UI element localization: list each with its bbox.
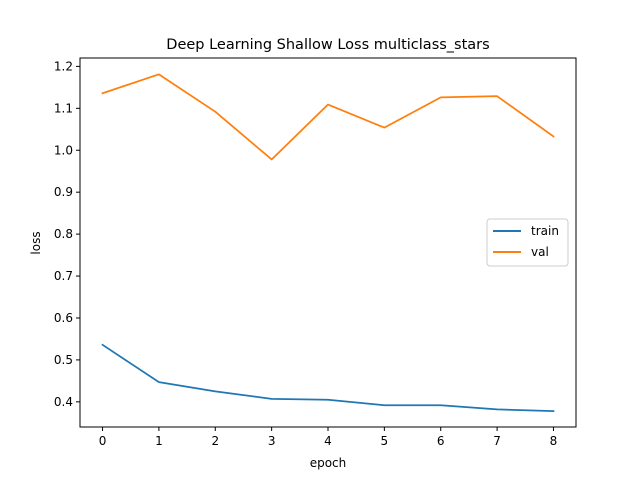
x-tick-label: 5 xyxy=(381,434,389,448)
x-tick-label: 3 xyxy=(268,434,276,448)
legend-label-train: train xyxy=(531,224,559,238)
x-axis-label: epoch xyxy=(310,456,347,470)
y-tick-label: 1.2 xyxy=(54,59,73,73)
x-tick-label: 0 xyxy=(99,434,107,448)
x-tick-label: 2 xyxy=(211,434,219,448)
y-tick-label: 1.0 xyxy=(54,143,73,157)
y-tick-label: 0.5 xyxy=(54,353,73,367)
x-tick-label: 1 xyxy=(155,434,163,448)
y-tick-label: 0.9 xyxy=(54,185,73,199)
chart-title: Deep Learning Shallow Loss multiclass_st… xyxy=(166,37,489,53)
y-tick-label: 0.6 xyxy=(54,311,73,325)
plot-area xyxy=(101,73,555,412)
x-tick-label: 6 xyxy=(437,434,445,448)
x-tick-label: 7 xyxy=(493,434,501,448)
legend: train val xyxy=(486,218,569,267)
y-tick-label: 0.8 xyxy=(54,227,73,241)
y-tick-label: 1.1 xyxy=(54,101,73,115)
y-axis-ticks: 0.4 0.5 0.6 0.7 0.8 0.9 1.0 1.1 1.2 xyxy=(54,59,80,409)
y-axis-label: loss xyxy=(29,231,43,254)
x-axis-ticks: 0 1 2 3 4 5 6 7 8 xyxy=(99,427,558,448)
y-tick-label: 0.4 xyxy=(54,395,73,409)
series-line-train xyxy=(101,343,555,412)
series-line-val xyxy=(101,73,555,161)
x-tick-label: 8 xyxy=(550,434,558,448)
legend-label-val: val xyxy=(531,245,549,259)
y-tick-label: 0.7 xyxy=(54,269,73,283)
x-tick-label: 4 xyxy=(324,434,332,448)
